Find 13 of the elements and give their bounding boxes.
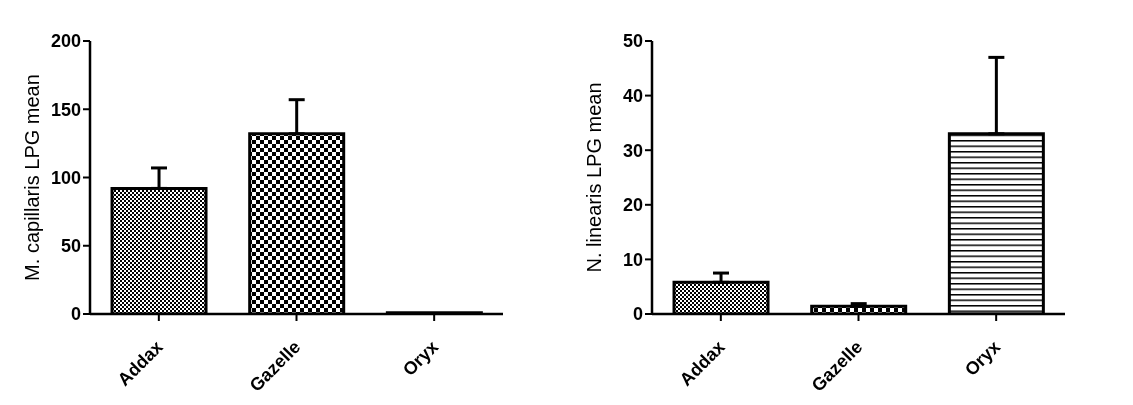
y-tick-label: 0 (632, 304, 643, 325)
y-tick-label: 150 (50, 99, 81, 120)
y-axis-title: N. linearis LPG mean (583, 82, 606, 273)
y-axis-title: M. capillaris LPG mean (21, 74, 44, 281)
y-tick-label: 50 (60, 236, 81, 257)
y-tick-label: 30 (622, 140, 643, 161)
y-tick-label: 50 (622, 31, 643, 52)
y-tick-label: 100 (50, 167, 81, 188)
y-tick-label: 40 (622, 85, 643, 106)
y-tick-label: 10 (622, 249, 643, 270)
y-tick-label: 20 (622, 195, 643, 216)
y-tick-label: 200 (50, 31, 81, 52)
y-tick-label: 0 (70, 304, 81, 325)
